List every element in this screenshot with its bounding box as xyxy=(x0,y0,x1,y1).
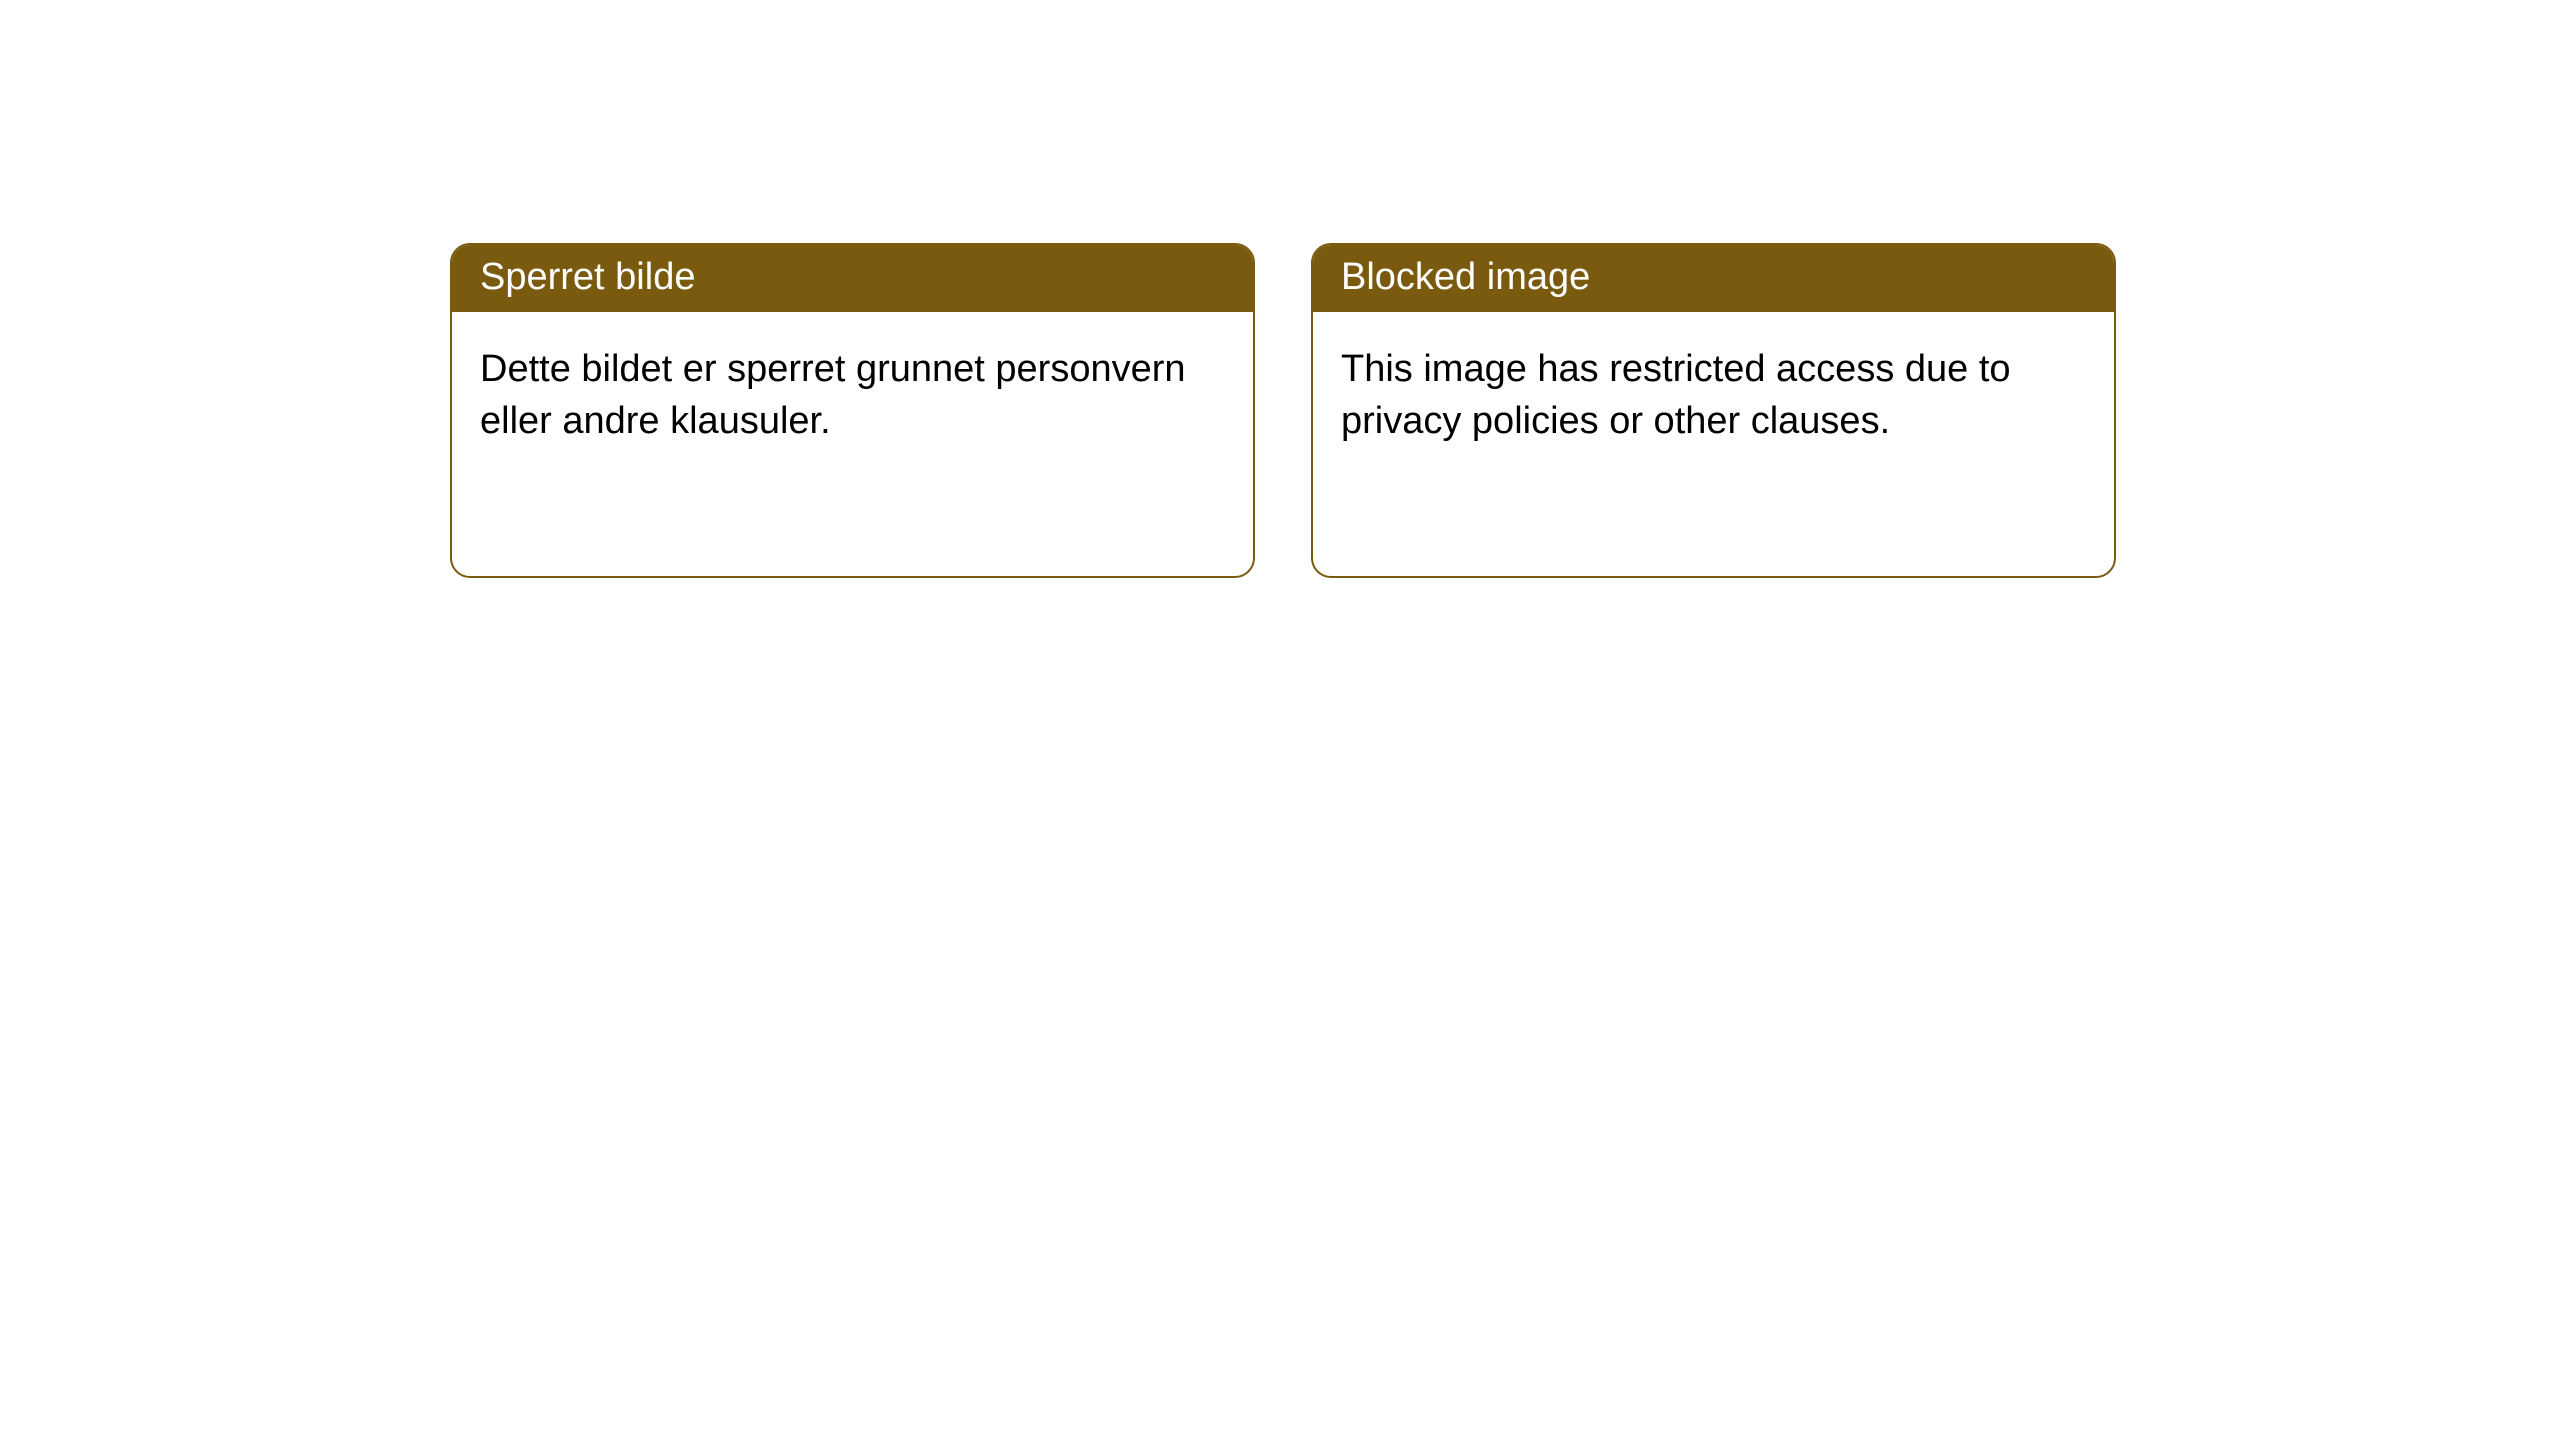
notice-text-norwegian: Dette bildet er sperret grunnet personve… xyxy=(480,348,1186,441)
notice-card-english: Blocked image This image has restricted … xyxy=(1311,243,2116,578)
notice-text-english: This image has restricted access due to … xyxy=(1341,348,2011,441)
notice-container: Sperret bilde Dette bildet er sperret gr… xyxy=(0,0,2560,578)
notice-card-norwegian: Sperret bilde Dette bildet er sperret gr… xyxy=(450,243,1255,578)
notice-header-english: Blocked image xyxy=(1313,245,2114,312)
notice-title-norwegian: Sperret bilde xyxy=(480,256,695,298)
notice-body-english: This image has restricted access due to … xyxy=(1313,312,2114,479)
notice-title-english: Blocked image xyxy=(1341,256,1590,298)
notice-body-norwegian: Dette bildet er sperret grunnet personve… xyxy=(452,312,1253,479)
notice-header-norwegian: Sperret bilde xyxy=(452,245,1253,312)
